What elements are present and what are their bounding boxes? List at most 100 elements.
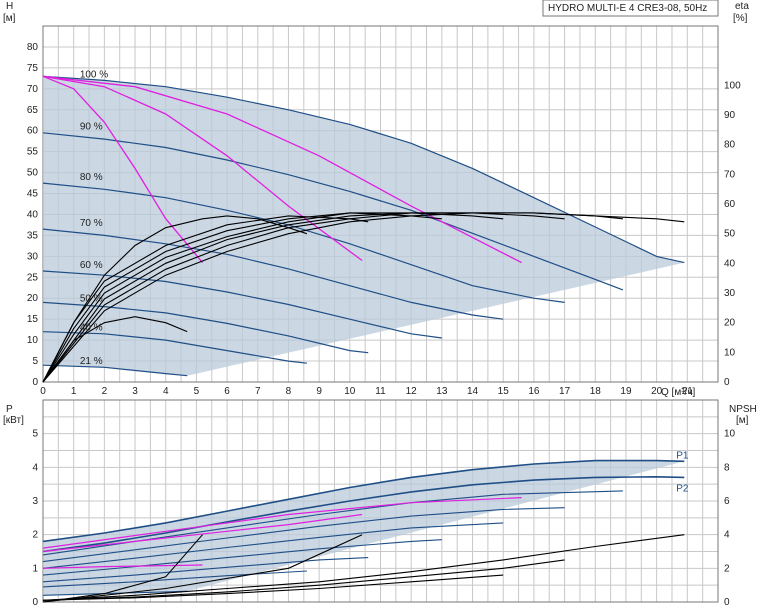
npsh-curve — [42, 559, 565, 601]
head-speed-curve — [42, 228, 504, 320]
efficiency-curve — [42, 212, 565, 383]
speed-label: 60 % — [80, 260, 103, 271]
head-tick-label: 15 — [27, 314, 39, 325]
flow-tick-label: 15 — [498, 386, 510, 397]
flow-tick-label: 13 — [436, 386, 448, 397]
power-chart-operating-area — [43, 460, 685, 596]
eta-tick-label: 20 — [724, 318, 736, 329]
head-tick-label: 80 — [27, 42, 39, 53]
power-series-label: P2 — [676, 483, 689, 494]
head-speed-curve — [42, 270, 442, 339]
power-speed-curve — [42, 459, 685, 543]
npsh-tick-label: 10 — [724, 429, 736, 440]
power-series-label: P1 — [676, 450, 689, 461]
flow-tick-label: 19 — [620, 386, 632, 397]
flow-tick-label: 6 — [224, 386, 230, 397]
speed-label: 50 % — [80, 293, 103, 304]
flow-tick-label: 2 — [102, 386, 108, 397]
head-tick-label: 50 — [27, 168, 39, 179]
flow-tick-label: 9 — [316, 386, 322, 397]
flow-tick-label: 20 — [651, 386, 663, 397]
power-speed-curve — [42, 570, 307, 588]
flow-tick-label: 1 — [71, 386, 77, 397]
power-tick-label: 0 — [32, 597, 38, 608]
head-speed-curve — [42, 331, 307, 364]
eta-tick-label: 70 — [724, 169, 736, 180]
power-operating-area — [43, 460, 685, 596]
chart-title-box — [542, 0, 719, 17]
flow-tick-label: 0 — [40, 386, 46, 397]
power-system-curve — [42, 497, 522, 549]
head-tick-label: 30 — [27, 251, 39, 262]
speed-label: 80 % — [80, 172, 103, 183]
flow-tick-label: 7 — [255, 386, 261, 397]
head-tick-label: 75 — [27, 63, 39, 74]
power-tick-label: 3 — [32, 496, 38, 507]
npsh-tick-label: 6 — [724, 496, 730, 507]
head-tick-label: 5 — [32, 356, 38, 367]
head-system-curve — [42, 75, 363, 262]
eta-tick-label: 30 — [724, 288, 736, 299]
head-operating-area — [43, 76, 685, 376]
head-tick-label: 60 — [27, 126, 39, 137]
flow-tick-label: 3 — [132, 386, 138, 397]
power-speed-curve — [42, 590, 188, 596]
flow-tick-label: 10 — [344, 386, 356, 397]
head-speed-curve — [42, 182, 565, 303]
head-axis-label: H — [6, 1, 13, 12]
head-speed-curve — [42, 301, 369, 354]
efficiency-curve — [42, 215, 308, 383]
power-speed-curve — [42, 557, 369, 583]
npsh-tick-label: 0 — [724, 597, 730, 608]
npsh-tick-label: 8 — [724, 462, 730, 473]
head-chart-operating-area — [43, 76, 685, 376]
speed-label: 90 % — [80, 122, 103, 133]
efficiency-curve — [42, 212, 685, 383]
flow-tick-label: 12 — [406, 386, 418, 397]
eta-tick-label: 60 — [724, 199, 736, 210]
power-chart-frame — [42, 399, 719, 603]
flow-tick-label: 5 — [194, 386, 200, 397]
power-speed-curve — [42, 522, 504, 569]
head-tick-label: 55 — [27, 147, 39, 158]
power-system-curve — [42, 564, 203, 569]
head-speed-curve — [42, 364, 188, 377]
power-tick-label: 2 — [32, 530, 38, 541]
head-tick-label: 70 — [27, 84, 39, 95]
head-tick-label: 45 — [27, 189, 39, 200]
power-axis-unit: [кВт] — [3, 415, 24, 426]
head-speed-curve — [42, 132, 624, 291]
chart-title: HYDRO MULTI-E 4 CRE3-08, 50Hz — [548, 3, 707, 14]
eta-axis-unit: [%] — [733, 13, 748, 24]
npsh-curve — [42, 574, 504, 601]
head-chart-curves — [42, 75, 685, 383]
power-chart-labels: 0 1 2 3 4 5 0 2 4 6 8 10 P1 P2 — [32, 429, 735, 608]
flow-axis-label: Q [м³/ч] — [661, 387, 696, 398]
npsh-axis-unit: [м] — [736, 415, 749, 426]
power-axis-label: P — [6, 404, 13, 415]
head-tick-label: 0 — [32, 377, 38, 388]
head-tick-label: 40 — [27, 209, 39, 220]
npsh-tick-label: 4 — [724, 530, 730, 541]
eta-axis-label: eta — [735, 1, 749, 12]
power-speed-curve — [42, 539, 442, 576]
flow-tick-label: 8 — [286, 386, 292, 397]
flow-tick-label: 14 — [467, 386, 479, 397]
speed-label: 70 % — [80, 218, 103, 229]
eta-tick-label: 80 — [724, 140, 736, 151]
npsh-curve — [42, 534, 363, 603]
npsh-curve — [42, 534, 685, 601]
flow-tick-label: 17 — [559, 386, 571, 397]
flow-tick-label: 21 — [682, 386, 694, 397]
efficiency-curve — [42, 215, 369, 383]
head-speed-curve — [42, 75, 685, 264]
npsh-curve — [42, 534, 203, 603]
power-speed-curve — [42, 475, 685, 553]
power-tick-label: 1 — [32, 563, 38, 574]
power-tick-label: 4 — [32, 462, 38, 473]
eta-tick-label: 50 — [724, 229, 736, 240]
head-tick-label: 65 — [27, 105, 39, 116]
power-tick-label: 5 — [32, 429, 38, 440]
head-chart-labels: 0 1 2 3 4 5 6 7 8 9 10 11 12 13 14 15 16 17 18 19 20 21051015… — [27, 42, 741, 397]
